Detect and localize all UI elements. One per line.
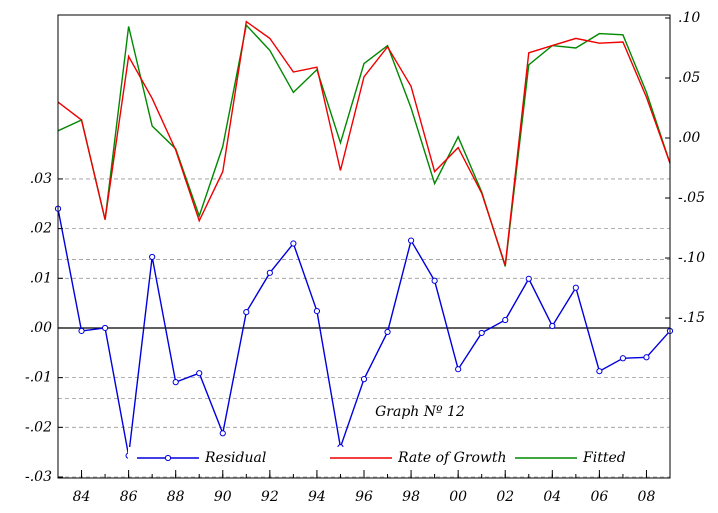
x-tick-label: 92 (261, 489, 279, 505)
x-tick-label: 06 (590, 489, 608, 505)
annotation: Graph Nº 12 (375, 404, 465, 420)
y-tick-label: -.01 (25, 370, 52, 386)
series-line (57, 20, 671, 266)
y-tick-label: .02 (30, 221, 52, 237)
point (243, 308, 250, 316)
point (101, 324, 109, 332)
x-tick-label: 08 (638, 489, 656, 505)
y2-tick-label: -.05 (678, 190, 705, 206)
x-tick-label: 86 (120, 489, 138, 505)
legend-label: Residual (204, 450, 266, 466)
point (149, 253, 156, 261)
y-tick-label: -.02 (25, 419, 52, 435)
point (313, 307, 321, 315)
y-tick-label: .03 (30, 171, 52, 187)
y2-tick-label: -.15 (678, 310, 705, 326)
point (78, 327, 85, 335)
point (384, 328, 391, 336)
legend-marker (164, 454, 172, 462)
y2-tick-label: .05 (678, 70, 700, 86)
y2-tick-label: -.10 (678, 250, 705, 266)
point (407, 237, 415, 244)
legend-label: Fitted (582, 450, 626, 466)
x-tick-label: 88 (167, 489, 185, 505)
point (619, 355, 627, 362)
point (455, 366, 462, 373)
y-tick-label: .01 (30, 270, 52, 286)
point (643, 354, 650, 361)
x-tick-label: 04 (543, 489, 561, 505)
x-tick-label: 00 (449, 489, 467, 505)
point (360, 376, 368, 383)
point (502, 316, 509, 324)
x-tick-label: 94 (308, 489, 326, 505)
point (290, 240, 297, 247)
x-tick-label: 02 (496, 489, 514, 505)
y-tick-label: .00 (30, 320, 52, 336)
point (549, 322, 556, 330)
point (525, 275, 532, 282)
x-tick-label: 84 (73, 489, 91, 505)
y2-tick-label: .10 (678, 10, 700, 26)
point (266, 269, 273, 276)
plot-frame (57, 14, 671, 479)
x-tick-label: 98 (402, 489, 420, 505)
legend-label: Rate of Growth (397, 450, 507, 466)
point (431, 277, 438, 284)
point (172, 379, 179, 386)
point (572, 284, 579, 291)
y-tick-label: -.03 (25, 469, 52, 485)
legend-box (128, 447, 668, 469)
point (478, 329, 485, 337)
y2-tick-label: .00 (678, 130, 700, 146)
x-tick-label: 90 (214, 489, 232, 505)
point (219, 430, 226, 437)
series-line (57, 208, 671, 456)
point (596, 368, 603, 375)
series-line (57, 23, 671, 267)
point (196, 370, 203, 377)
x-tick-label: 96 (355, 489, 373, 505)
